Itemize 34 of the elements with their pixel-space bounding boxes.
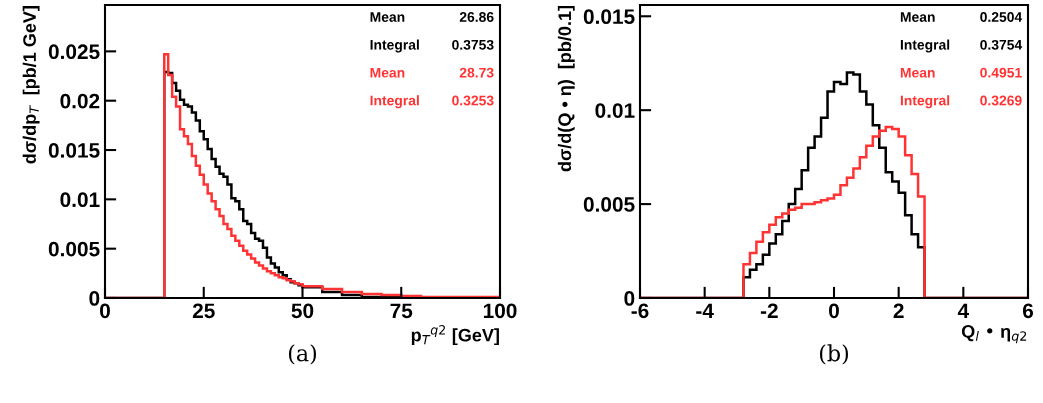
- y-axis-title: dσ/d(Q • η) [pb/0.1]: [557, 6, 575, 172]
- text: Integral 0.3753: [370, 39, 494, 53]
- x-tick-label: 6: [1022, 303, 1034, 319]
- text: Mean 26.86: [370, 12, 494, 22]
- x-tick-label: 0: [100, 303, 110, 319]
- x-tick-label: -2: [760, 303, 778, 318]
- x-tick-label: 4: [957, 303, 970, 318]
- text: Integral 0.3253: [370, 95, 494, 109]
- text: Mean 0.4951: [900, 67, 1022, 78]
- y-tick-label: 0.02: [60, 93, 100, 109]
- x-tick-label: -4: [696, 303, 714, 318]
- x-axis-title: Q$_{l}$ • η$_{q2}$: [961, 325, 1027, 344]
- y-tick-label: 0.015: [48, 143, 100, 158]
- x-tick-label: 75: [390, 303, 413, 319]
- y-axis-title: dσ/dp$_{T}$ [pb/1 GeV]: [22, 6, 40, 164]
- y-tick-label: 0: [89, 291, 100, 306]
- x-tick-label: 50: [291, 303, 314, 319]
- text: (a): [288, 344, 317, 365]
- text: Mean 0.2504: [900, 12, 1023, 22]
- x-tick-label: 100: [483, 303, 517, 319]
- x-tick-label: 25: [192, 303, 215, 319]
- text: (b): [819, 344, 849, 365]
- y-tick-label: 0.01: [595, 103, 635, 118]
- text: Integral 0.3754: [900, 39, 1023, 53]
- text: Mean 28.73: [370, 67, 494, 78]
- x-tick-label: 2: [893, 303, 904, 318]
- y-tick-label: 0.005: [48, 241, 100, 257]
- y-tick-label: 0.01: [60, 192, 100, 208]
- y-tick-label: 0.025: [48, 44, 100, 60]
- y-tick-label: 0.005: [583, 197, 635, 212]
- y-tick-label: 0.015: [583, 9, 635, 25]
- text: Integral 0.3269: [900, 95, 1022, 109]
- x-axis-title: p$_{T}$$^{q2}$ [GeV]: [411, 325, 499, 346]
- x-tick-label: 0: [829, 303, 839, 319]
